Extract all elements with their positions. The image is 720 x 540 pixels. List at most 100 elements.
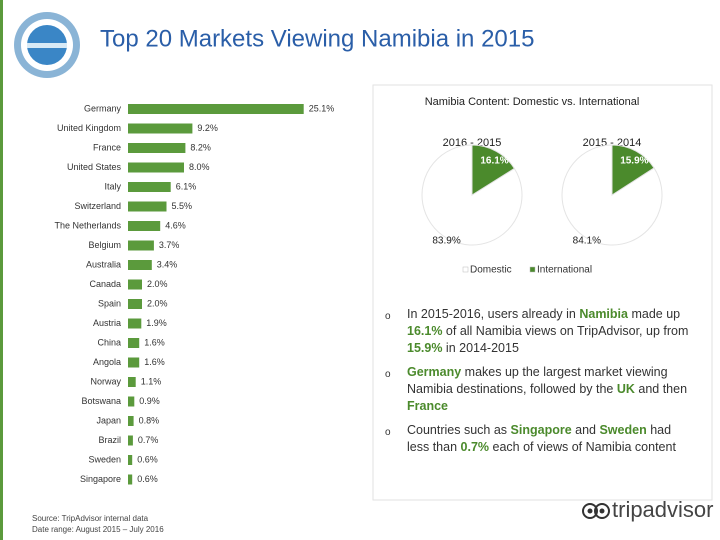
bullet-text: each of views of Namibia content xyxy=(489,440,676,454)
category-label: Spain xyxy=(98,298,121,308)
bullet-text: In 2015-2016, users already in xyxy=(407,307,580,321)
value-label: 6.1% xyxy=(176,181,197,191)
category-label: Canada xyxy=(89,279,121,289)
bullet: o Germany makes up the largest market vie… xyxy=(385,364,690,415)
pie-value-label: 16.1% xyxy=(480,155,508,166)
value-label: 0.6% xyxy=(137,474,158,484)
bullet-text: of all Namibia views on TripAdvisor, up … xyxy=(442,324,689,338)
bar xyxy=(128,240,154,251)
source: Date range: August 2015 – July 2016 xyxy=(32,525,164,534)
bullet-list: o In 2015-2016, users already in Namibia … xyxy=(385,306,690,463)
pie-value-label: 15.9% xyxy=(620,155,648,166)
category-label: Brazil xyxy=(98,435,121,445)
bullet-highlight: 0.7% xyxy=(460,440,490,454)
bullet-highlight: France xyxy=(407,399,448,413)
bar xyxy=(128,279,142,290)
bullet-highlight: Sweden xyxy=(599,423,647,437)
bullet-text: and xyxy=(571,423,600,437)
category-label: Norway xyxy=(90,376,121,386)
bar xyxy=(128,357,140,368)
bullet-highlight: UK xyxy=(616,382,635,396)
pie-subtitle: 2015 - 2014 xyxy=(583,137,642,149)
value-label: 8.0% xyxy=(189,162,210,172)
bullet-marker: o xyxy=(385,311,391,322)
legend-label: Domestic xyxy=(470,265,512,276)
category-label: Singapore xyxy=(80,474,121,484)
category-label: Germany xyxy=(84,103,122,113)
bar xyxy=(128,201,167,212)
pie-title: Namibia Content: Domestic vs. Internatio… xyxy=(425,96,640,108)
bullet-highlight: 16.1% xyxy=(407,324,443,338)
value-label: 25.1% xyxy=(309,103,335,113)
bullet-marker: o xyxy=(385,369,391,380)
legend-label: International xyxy=(537,265,592,276)
brand-logo xyxy=(582,503,610,519)
brand-text: tripadvisor xyxy=(612,497,713,522)
bullet: o Countries such as Singapore and Sweden … xyxy=(385,422,690,456)
pie-value-label: 84.1% xyxy=(573,236,601,247)
bar xyxy=(128,104,304,114)
bullet-highlight: 15.9% xyxy=(407,341,443,355)
value-label: 0.8% xyxy=(139,415,160,425)
category-label: China xyxy=(97,337,121,347)
left-border xyxy=(0,0,3,540)
value-label: 8.2% xyxy=(190,142,211,152)
bullet-highlight: Singapore xyxy=(510,423,572,437)
bar xyxy=(128,338,140,348)
bar xyxy=(128,162,184,173)
category-label: Austria xyxy=(93,318,121,328)
value-label: 9.2% xyxy=(197,123,218,133)
legend-swatch xyxy=(529,266,536,273)
value-label: 1.6% xyxy=(144,337,165,347)
bullet-text: in 2014-2015 xyxy=(442,341,519,355)
value-label: 2.0% xyxy=(147,298,168,308)
category-label: Angola xyxy=(93,357,121,367)
bar xyxy=(128,416,134,426)
pie-slice xyxy=(611,144,655,196)
value-label: 1.1% xyxy=(141,376,162,386)
slide-title: Top 20 Markets Viewing Namibia in 2015 xyxy=(100,25,534,52)
category-label: Belgium xyxy=(88,240,121,250)
source: Source: TripAdvisor internal data xyxy=(32,514,149,523)
value-label: 3.4% xyxy=(157,259,178,269)
bar xyxy=(128,377,136,387)
bar xyxy=(128,318,142,329)
value-label: 1.9% xyxy=(146,318,167,328)
bar xyxy=(128,221,161,231)
category-label: Switzerland xyxy=(74,201,121,211)
category-label: Botswana xyxy=(81,396,121,406)
pie-subtitle: 2016 - 2015 xyxy=(443,137,502,149)
value-label: 5.5% xyxy=(172,201,193,211)
category-label: Sweden xyxy=(88,454,121,464)
category-label: France xyxy=(93,142,121,152)
logo-circle xyxy=(14,12,80,78)
value-label: 0.6% xyxy=(137,454,158,464)
value-label: 4.6% xyxy=(165,220,186,230)
category-label: United States xyxy=(67,162,122,172)
bar xyxy=(128,435,133,446)
value-label: 3.7% xyxy=(159,240,180,250)
bullet-text: had less than xyxy=(407,423,672,454)
category-label: Italy xyxy=(104,181,121,191)
bullet-text: made up xyxy=(627,307,681,321)
category-label: United Kingdom xyxy=(57,123,121,133)
value-label: 0.9% xyxy=(139,396,160,406)
bar xyxy=(128,299,142,309)
bullet-text: Countries such as xyxy=(407,423,511,437)
pie-slice xyxy=(471,144,516,196)
bar xyxy=(128,396,135,407)
pie-value-label: 83.9% xyxy=(432,236,460,247)
category-label: The Netherlands xyxy=(54,220,121,230)
bar xyxy=(128,123,193,134)
value-label: 1.6% xyxy=(144,357,165,367)
bullet: o In 2015-2016, users already in Namibia … xyxy=(385,306,690,357)
value-label: 0.7% xyxy=(138,435,159,445)
category-label: Japan xyxy=(96,415,121,425)
bar xyxy=(128,474,133,485)
value-label: 2.0% xyxy=(147,279,168,289)
pie-panel xyxy=(372,84,713,501)
bullet-marker: o xyxy=(385,427,391,438)
bar xyxy=(128,182,171,192)
